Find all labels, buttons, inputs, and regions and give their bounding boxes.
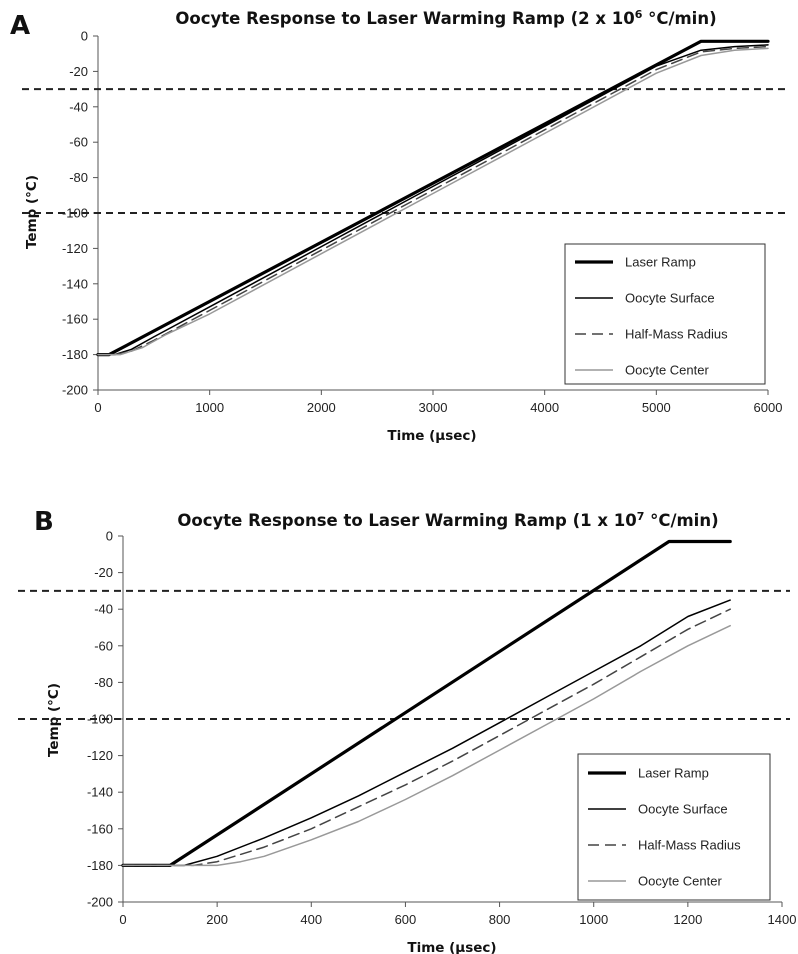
chart-a-x-tick-label: 6000 [754,400,783,415]
chart-b-series-oocyte-surface [122,599,731,867]
chart-b-y-tick-label: -100 [87,712,113,727]
chart-a-y-tick-label: -140 [62,276,88,291]
chart-b-y-tick-label: -180 [87,858,113,873]
chart-b-series-half-mass-radius [122,608,731,867]
chart-title-b: Oocyte Response to Laser Warming Ramp (1… [177,510,718,530]
chart-b-x-tick-label: 0 [119,912,126,927]
chart-b-x-tick-label: 400 [300,912,322,927]
chart-panel-b: B Oocyte Response to Laser Warming Ramp … [0,470,798,954]
chart-b: B Oocyte Response to Laser Warming Ramp … [18,507,797,954]
chart-b-y-tick-label: -160 [87,821,113,836]
chart-b-y-tick-label: -20 [94,565,113,580]
panel-label-b: B [34,507,54,537]
x-axis-title-b: Time (μsec) [407,940,496,954]
chart-a-series-half-mass-radius [97,45,769,356]
chart-a-y-tick-label: -60 [69,135,88,150]
chart-b-x-tick-label: 1000 [579,912,608,927]
chart-a-legend-label: Oocyte Center [625,363,709,378]
chart-b-y-tick-label: -60 [94,638,113,653]
chart-a-y-tick-label: -80 [69,170,88,185]
chart-b-x-tick-label: 200 [206,912,228,927]
chart-a-series-oocyte-center [97,47,769,356]
chart-a-y-tick-label: -120 [62,241,88,256]
chart-b-y-tick-label: 0 [106,529,113,544]
chart-b-x-tick-label: 600 [395,912,417,927]
chart-b-y-tick-label: -80 [94,675,113,690]
chart-a-y-tick-label: -160 [62,312,88,327]
chart-b-legend-box [577,753,771,901]
chart-a-x-tick-label: 4000 [530,400,559,415]
chart-b-y-tick-label: -140 [87,785,113,800]
chart-a-x-tick-label: 2000 [307,400,336,415]
chart-a-series-oocyte-surface [97,44,769,356]
chart-a-legend-label: Oocyte Surface [625,291,715,306]
chart-a-y-tick-label: -180 [62,347,88,362]
chart-b-y-tick-label: -40 [94,602,113,617]
chart-b-y-tick-label: -120 [87,748,113,763]
chart-b-legend-label: Oocyte Surface [638,802,728,817]
panel-label-a: A [10,11,30,41]
chart-a-x-tick-label: 3000 [419,400,448,415]
chart-title-a: Oocyte Response to Laser Warming Ramp (2… [175,8,716,28]
chart-a-legend-label: Half-Mass Radius [625,327,728,342]
chart-a-legend-box [564,243,766,385]
chart-a-y-tick-label: 0 [81,29,88,44]
y-axis-title-a: Temp (°C) [24,175,40,249]
chart-a-y-tick-label: -200 [62,383,88,398]
chart-b-x-tick-label: 1400 [768,912,797,927]
chart-a-x-tick-label: 5000 [642,400,671,415]
chart-a: A Oocyte Response to Laser Warming Ramp … [10,8,790,444]
chart-b-series-oocyte-center [122,624,731,867]
chart-a-y-tick-label: -20 [69,64,88,79]
chart-a-x-tick-label: 0 [94,400,101,415]
chart-b-legend-label: Half-Mass Radius [638,838,741,853]
chart-b-x-tick-label: 1200 [673,912,702,927]
x-axis-title-a: Time (μsec) [387,428,476,444]
chart-b-legend-label: Laser Ramp [638,766,709,781]
chart-b-x-tick-label: 800 [489,912,511,927]
chart-b-y-tick-label: -200 [87,895,113,910]
chart-a-legend-label: Laser Ramp [625,255,696,270]
chart-a-x-tick-label: 1000 [195,400,224,415]
chart-a-y-tick-label: -40 [69,99,88,114]
chart-panel-a: A Oocyte Response to Laser Warming Ramp … [0,0,798,470]
chart-b-legend-label: Oocyte Center [638,874,722,889]
